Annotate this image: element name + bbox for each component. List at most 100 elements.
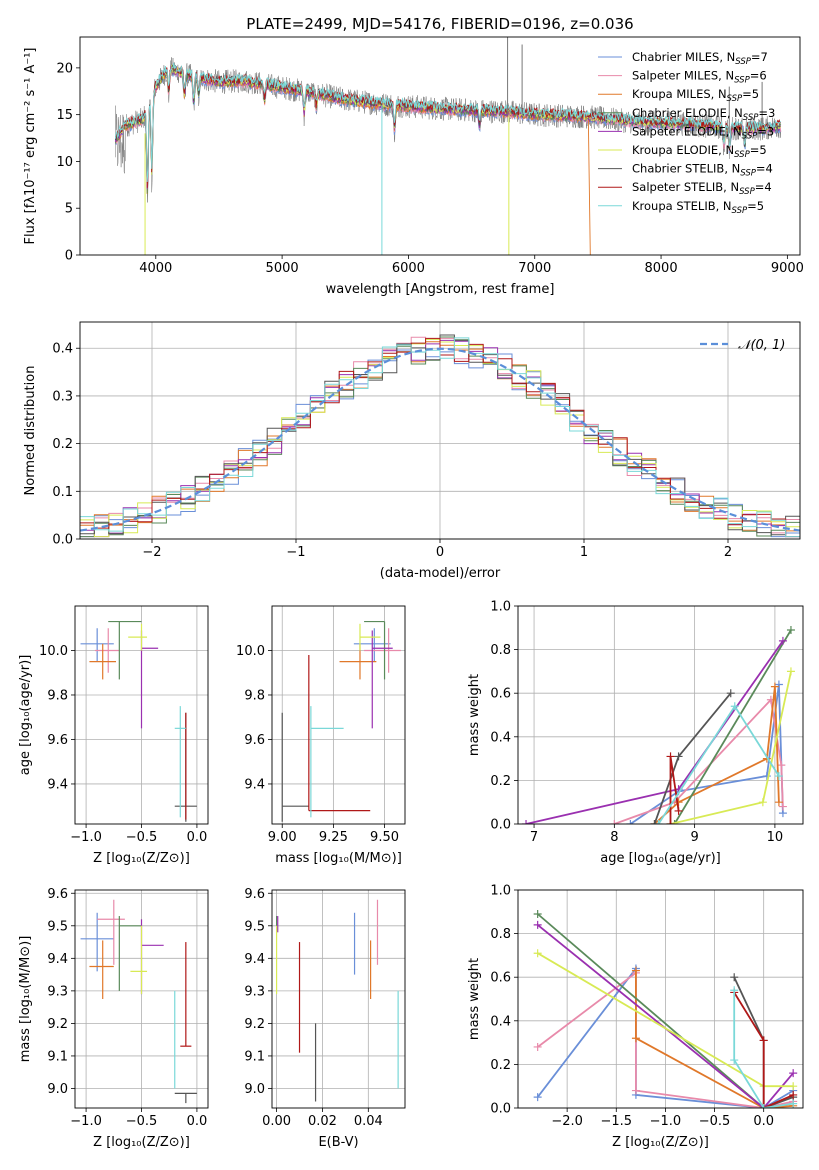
x-axis-label: Z [log₁₀(Z/Z⊙)] — [612, 1135, 709, 1150]
x-axis-label: Z [log₁₀(Z/Z⊙)] — [93, 1135, 190, 1150]
x-tick-label: −0.5 — [126, 1114, 158, 1129]
y-tick-label: 0.6 — [490, 971, 511, 986]
x-tick-label: 0.04 — [354, 1114, 383, 1129]
y-tick-label: 0.4 — [490, 1014, 511, 1029]
y-tick-label: 0.6 — [490, 687, 511, 702]
x-tick-label: 1 — [580, 545, 588, 560]
panel-spectrum: 4000 5000 6000 7000 8000 9000 0 5 10 15 20 waveleng… — [23, 36, 804, 297]
y-tick-label: 9.2 — [47, 1017, 68, 1032]
y-axis-label: Normed distribution — [23, 366, 38, 496]
x-tick-label: 7 — [530, 830, 538, 845]
x-axis-label: Z [log₁₀(Z/Z⊙)] — [93, 851, 190, 866]
plot-area — [80, 334, 800, 539]
plot-area — [275, 899, 399, 1102]
x-tick-label: −2 — [142, 545, 161, 560]
x-tick-label: 9000 — [771, 261, 804, 276]
plot-area — [281, 620, 401, 822]
y-tick-label: 9.0 — [244, 1082, 265, 1097]
panel-weight-vs-age: 7 8 9 10 0.0 0.2 0.4 0.6 0.8 1.0 age [log₁₀(age/yr… — [467, 600, 804, 866]
weight-marker-kroupa-miles — [631, 966, 640, 975]
gaussian-curve — [80, 347, 800, 532]
x-tick-label: 9 — [690, 830, 698, 845]
spectrum-model-kroupa-stelib — [114, 62, 782, 183]
x-axis-label: mass [log₁₀(M/M⊙)] — [275, 851, 402, 866]
y-tick-label: 10.0 — [39, 644, 68, 659]
panel-age-vs-mass: 9.00 9.25 9.50 9.4 9.6 9.8 10.0 mass [log₁₀(M/M… — [236, 605, 406, 866]
weight-marker-kroupa-stelib — [789, 1099, 798, 1108]
weight-marker-salpeter-elodie — [778, 636, 787, 645]
weight-marker-chabrier-miles — [626, 820, 635, 824]
y-tick-label: 0.0 — [490, 818, 511, 833]
x-tick-label: 5000 — [266, 261, 299, 276]
y-tick-label: 5 — [65, 202, 73, 217]
weight-line-salpeter-elodie — [537, 924, 794, 1108]
x-tick-label: 9.50 — [370, 830, 399, 845]
weight-marker-kroupa-stelib — [730, 702, 739, 711]
y-tick-label: 9.5 — [244, 919, 265, 934]
weight-marker-salpeter-stelib — [789, 1090, 798, 1099]
weight-marker-salpeter-stelib — [666, 752, 675, 761]
x-tick-label: 0.02 — [308, 1114, 337, 1129]
y-axis-label: mass [log₁₀(M/M⊙)] — [18, 936, 33, 1063]
x-tick-label: −1.5 — [600, 1114, 632, 1129]
y-tick-label: 0.3 — [52, 389, 73, 404]
x-axis-label: (data-model)/error — [380, 566, 501, 581]
x-tick-label: 0.0 — [187, 1114, 208, 1129]
axes-frame — [271, 605, 406, 825]
axes-frame — [74, 889, 209, 1109]
y-tick-label: 1.0 — [490, 600, 511, 615]
weight-marker-salpeter-miles — [777, 761, 786, 770]
x-tick-label: −1.0 — [70, 1114, 102, 1129]
y-axis-label: Flux [fλ10⁻¹⁷ erg cm⁻² s⁻¹ A⁻¹] — [23, 48, 38, 245]
weight-marker-kroupa-elodie — [533, 949, 542, 958]
plot-area — [114, 37, 782, 255]
x-tick-label: −1.0 — [650, 1114, 682, 1129]
x-tick-label: 10 — [767, 830, 784, 845]
y-axis-label: mass weight — [467, 958, 482, 1040]
x-tick-label: 0 — [436, 545, 444, 560]
legend-label-salpeter-elodie: Salpeter ELODIE, NSSP=3 — [632, 124, 774, 141]
weight-marker-salpeter-stelib — [674, 806, 683, 815]
y-tick-label: 0.2 — [52, 437, 73, 452]
weight-marker-kroupa-stelib — [774, 772, 783, 781]
x-tick-label: 0.00 — [262, 1114, 291, 1129]
y-tick-label: 0.0 — [490, 1102, 511, 1117]
x-tick-label: 0.0 — [753, 1114, 774, 1129]
axes-frame — [74, 605, 209, 825]
y-tick-label: 0.8 — [490, 927, 511, 942]
x-tick-label: 0.0 — [187, 830, 208, 845]
weight-line-kroupa-stelib — [733, 990, 794, 1108]
panel-residuals: −2 −1 0 1 2 0.0 0.1 0.2 0.3 0.4 (data-model)/error… — [23, 321, 801, 581]
weight-marker-salpeter-miles — [610, 820, 619, 824]
y-tick-label: 0.4 — [490, 730, 511, 745]
weight-marker-salpeter-stelib — [666, 820, 675, 824]
weight-line-salpeter-elodie — [525, 640, 784, 824]
legend-label-salpeter-stelib: Salpeter STELIB, NSSP=4 — [632, 180, 772, 197]
weight-marker-chabrier-elodie — [786, 625, 795, 634]
y-tick-label: 9.6 — [244, 733, 265, 748]
x-tick-label: −0.5 — [126, 830, 158, 845]
y-tick-label: 10.0 — [236, 644, 265, 659]
legend-label-chabrier-miles: Chabrier MILES, NSSP=7 — [632, 50, 768, 67]
axes-frame — [517, 889, 804, 1109]
y-tick-label: 10 — [56, 155, 73, 170]
x-tick-label: 2 — [724, 545, 732, 560]
weight-marker-chabrier-stelib — [650, 820, 659, 824]
y-tick-label: 0 — [65, 249, 73, 264]
x-tick-label: −1.0 — [70, 830, 102, 845]
plot-area — [533, 909, 798, 1108]
axes-frame — [79, 321, 801, 540]
x-tick-label: −2.0 — [551, 1114, 583, 1129]
x-tick-label: 7000 — [518, 261, 551, 276]
weight-line-chabrier-elodie — [673, 629, 792, 824]
weight-marker-salpeter-elodie — [533, 920, 542, 929]
y-tick-label: 9.6 — [244, 887, 265, 902]
weight-marker-chabrier-stelib — [674, 752, 683, 761]
panel-weight-vs-Z: −2.0 −1.5 −1.0 −0.5 0.0 0.0 0.2 0.4 0.6 0.8 1.0 Z [… — [467, 884, 804, 1150]
weight-marker-chabrier-miles — [774, 680, 783, 689]
y-tick-label: 9.1 — [244, 1049, 265, 1064]
y-tick-label: 9.1 — [47, 1049, 68, 1064]
weight-marker-kroupa-elodie — [758, 798, 767, 807]
weight-marker-chabrier-miles — [762, 772, 771, 781]
y-tick-label: 9.6 — [47, 733, 68, 748]
